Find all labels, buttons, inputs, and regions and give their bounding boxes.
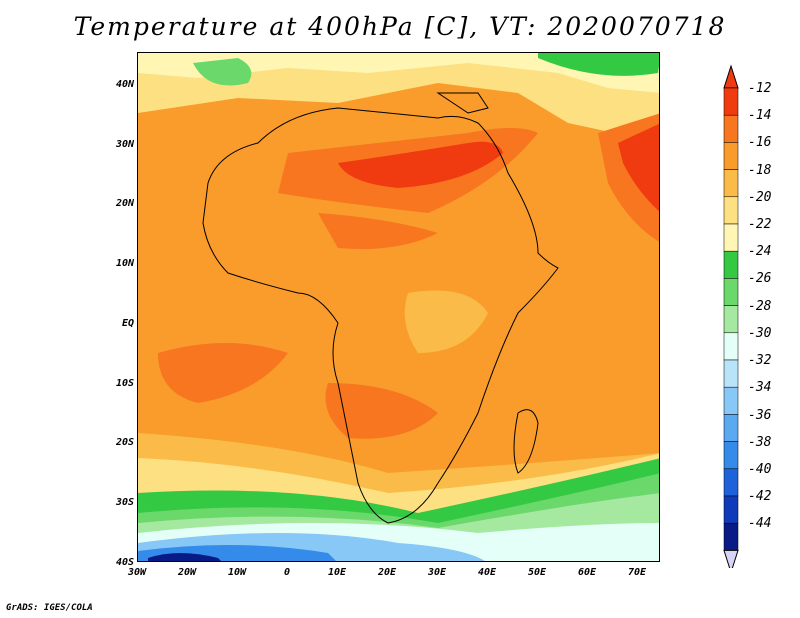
lon-label-0: 0 — [283, 567, 291, 578]
lon-label-20e: 20E — [377, 567, 397, 578]
colorbar-label: -14 — [748, 108, 772, 123]
colorbar-arrow-bottom — [723, 549, 739, 568]
colorbar — [723, 64, 739, 568]
lon-label-50e: 50E — [527, 567, 547, 578]
lon-label-10e: 10E — [327, 567, 347, 578]
colorbar-swatch — [723, 359, 739, 388]
colorbar-swatch — [723, 522, 739, 551]
colorbar-label: -18 — [748, 163, 772, 178]
colorbar-arrow-top — [723, 64, 739, 89]
colorbar-swatch — [723, 114, 739, 143]
colorbar-swatch — [723, 142, 739, 170]
lat-label-eq: EQ — [121, 318, 134, 329]
colorbar-label: -38 — [748, 435, 772, 450]
colorbar-label: -28 — [748, 299, 772, 314]
colorbar-swatch — [723, 332, 739, 361]
lon-label-70e: 70E — [627, 567, 647, 578]
colorbar-label: -12 — [748, 81, 772, 96]
colorbar-label: -26 — [748, 271, 772, 286]
lon-label-30e: 30E — [427, 567, 447, 578]
lat-label-30s: 30S — [115, 497, 134, 508]
colorbar-label: -24 — [748, 244, 772, 259]
footer-credit: GrADS: IGES/COLA — [6, 603, 93, 613]
temperature-map — [137, 52, 660, 562]
lat-label-10n: 10N — [115, 258, 134, 269]
colorbar-label: -40 — [748, 462, 772, 477]
colorbar-label: -34 — [748, 380, 772, 395]
colorbar-label: -36 — [748, 408, 772, 423]
colorbar-label: -20 — [748, 190, 772, 205]
lon-label-20w: 20W — [177, 567, 197, 578]
colorbar-label: -44 — [748, 516, 772, 531]
colorbar-label: -32 — [748, 353, 772, 368]
colorbar-swatch — [723, 441, 739, 470]
colorbar-swatch — [723, 495, 739, 524]
lon-label-10w: 10W — [227, 567, 247, 578]
colorbar-swatch — [723, 250, 739, 279]
colorbar-swatch — [723, 223, 739, 252]
colorbar-swatch — [723, 414, 739, 442]
colorbar-label: -16 — [748, 135, 772, 150]
lat-label-40s: 40S — [115, 557, 134, 568]
temperature-field — [138, 53, 659, 561]
lat-label-40n: 40N — [115, 79, 134, 90]
colorbar-swatch — [723, 386, 739, 415]
colorbar-swatch — [723, 468, 739, 497]
lon-label-60e: 60E — [577, 567, 597, 578]
colorbar-swatch — [723, 169, 739, 198]
lon-label-30w: 30W — [127, 567, 147, 578]
colorbar-swatch — [723, 87, 739, 116]
lat-label-20n: 20N — [115, 198, 134, 209]
lat-label-10s: 10S — [115, 378, 134, 389]
colorbar-swatch — [723, 305, 739, 334]
map-title: Temperature at 400hPa [C], VT: 202007071… — [73, 12, 727, 41]
colorbar-swatch — [723, 278, 739, 306]
colorbar-label: -22 — [748, 217, 772, 232]
colorbar-label: -30 — [748, 326, 772, 341]
lat-label-30n: 30N — [115, 139, 134, 150]
lat-label-20s: 20S — [115, 437, 134, 448]
colorbar-swatch — [723, 196, 739, 225]
colorbar-label: -42 — [748, 489, 772, 504]
lon-label-40e: 40E — [477, 567, 497, 578]
